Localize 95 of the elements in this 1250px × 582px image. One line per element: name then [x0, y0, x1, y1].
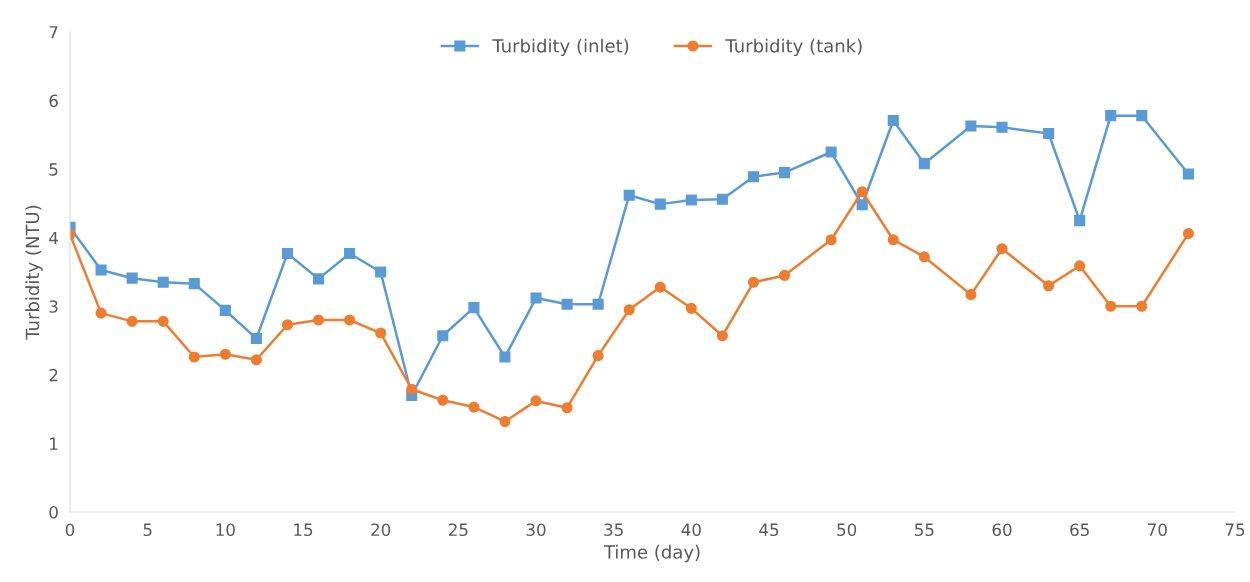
point [530, 292, 542, 304]
point [219, 348, 231, 360]
point [778, 167, 791, 179]
legend-label: Turbidity (tank) [725, 38, 862, 57]
point [654, 198, 666, 210]
point [996, 243, 1008, 255]
point [996, 121, 1008, 133]
point [344, 314, 356, 326]
point [312, 273, 325, 285]
point [1136, 110, 1148, 122]
legend-label: Turbidity (inlet) [492, 38, 629, 57]
point [965, 289, 977, 301]
point [623, 189, 635, 201]
point [219, 304, 231, 316]
point [1182, 228, 1194, 240]
x-tick-label: 50 [837, 523, 857, 537]
point [747, 171, 760, 183]
point [856, 186, 868, 198]
point [592, 350, 604, 362]
x-tick-label: 20 [371, 523, 391, 537]
point [716, 330, 728, 342]
y-tick-label: 0 [49, 505, 58, 519]
x-tick-label: 65 [1070, 523, 1089, 537]
point [499, 415, 511, 428]
point [499, 351, 511, 363]
point [281, 247, 294, 260]
point [95, 264, 107, 276]
point [468, 401, 480, 413]
point [825, 146, 837, 158]
x-axis-title: Time (day) [603, 544, 700, 563]
point [375, 266, 387, 278]
y-tick-label: 5 [49, 163, 58, 176]
y-tick-label: 2 [49, 368, 58, 382]
x-tick-label: 15 [294, 523, 313, 537]
point [1105, 110, 1117, 122]
point [1074, 260, 1086, 272]
point [157, 315, 169, 327]
point [157, 276, 169, 288]
x-tick-label: 45 [759, 523, 779, 537]
point [654, 281, 666, 293]
point [778, 269, 791, 281]
point [188, 278, 200, 290]
point [918, 158, 930, 170]
point [685, 194, 697, 206]
x-tick-label: 60 [992, 523, 1012, 537]
x-tick-label: 0 [65, 523, 75, 537]
x-tick-label: 70 [1148, 523, 1167, 537]
x-tick-label: 40 [681, 523, 701, 537]
x-tick-label: 75 [1225, 523, 1245, 537]
point [126, 315, 138, 327]
point [623, 304, 635, 316]
point [747, 276, 760, 288]
x-tick-label: 30 [526, 523, 546, 537]
point [716, 193, 728, 205]
point [592, 298, 604, 310]
point [825, 234, 837, 246]
point [856, 199, 868, 211]
point [887, 114, 899, 127]
point [281, 319, 294, 331]
y-tick-label: 6 [49, 94, 58, 108]
y-tick-label: 3 [49, 300, 58, 313]
point [918, 251, 930, 263]
y-tick-label: 7 [49, 26, 58, 39]
point [1105, 300, 1117, 312]
point [1182, 168, 1194, 180]
x-tick-label: 55 [915, 523, 934, 537]
point [685, 302, 697, 314]
point [437, 330, 449, 342]
point [437, 394, 449, 406]
point [887, 234, 899, 246]
y-axis-title: Turbidity (NTU) [25, 205, 43, 340]
point [1136, 300, 1148, 312]
point [250, 354, 262, 366]
point [965, 120, 977, 132]
point [406, 383, 418, 395]
point [95, 307, 107, 319]
point [375, 327, 387, 339]
point [312, 314, 325, 326]
point [561, 298, 573, 310]
x-tick-label: 25 [448, 523, 468, 537]
point [126, 272, 138, 284]
point [250, 332, 262, 345]
point [530, 395, 542, 407]
y-tick-label: 4 [49, 231, 58, 245]
point [1074, 215, 1086, 227]
x-tick-label: 35 [604, 523, 623, 537]
x-tick-label: 10 [216, 523, 235, 537]
point [468, 302, 480, 314]
y-tick-label: 1 [50, 437, 58, 450]
point [188, 351, 200, 363]
point [1043, 127, 1055, 140]
point [1043, 280, 1055, 292]
point [561, 402, 573, 414]
x-tick-label: 5 [143, 523, 152, 537]
point [344, 247, 356, 260]
